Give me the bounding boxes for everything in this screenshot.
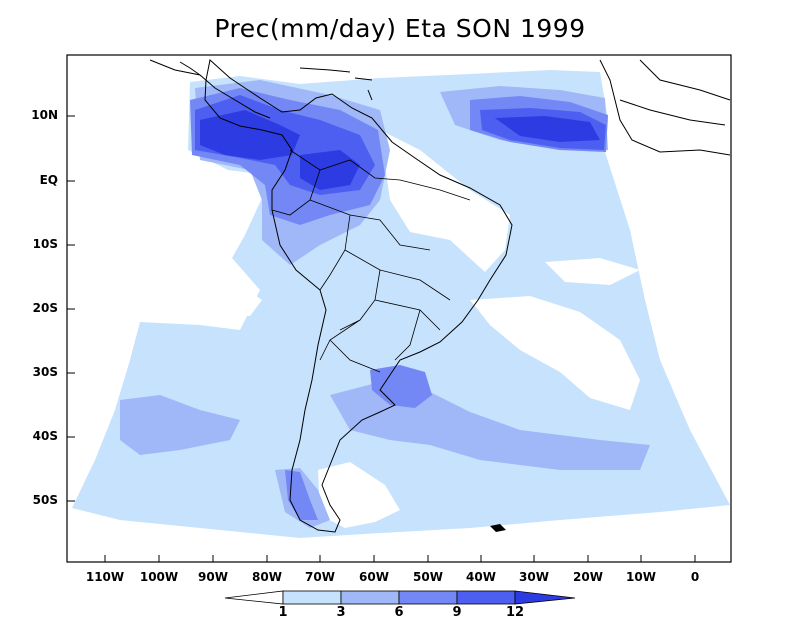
y-tick-label: 30S — [32, 365, 58, 379]
africa-coastline — [599, 59, 731, 156]
colorbar-segment-6-9 — [398, 590, 458, 605]
y-tick-label: 10S — [32, 237, 58, 251]
x-tick-label: 20W — [573, 570, 603, 584]
precip-dry-ne-brazil — [380, 130, 510, 272]
x-tick-label: 30W — [519, 570, 549, 584]
falkland-islands — [490, 524, 506, 532]
colorbar-label: 6 — [394, 605, 404, 620]
x-tick-label: 10W — [626, 570, 656, 584]
colorbar-segment-3-6 — [340, 590, 400, 605]
country-borders — [271, 149, 471, 373]
precip-level-5-north — [200, 110, 300, 160]
precip-level-5-colombia — [300, 150, 360, 190]
precip-level-3-uruguay — [370, 365, 432, 408]
x-tick-label: 50W — [413, 570, 443, 584]
colorbar — [224, 590, 576, 605]
x-tick-label: 100W — [139, 570, 179, 584]
y-tick-label: 20S — [32, 301, 58, 315]
y-tick-marks — [67, 115, 75, 502]
x-tick-label: 80W — [252, 570, 282, 584]
precip-dry-atlantic-2 — [470, 296, 640, 410]
colorbar-segment-below-1 — [224, 590, 284, 605]
precip-level-5-itcz — [495, 116, 600, 142]
x-tick-label: 110W — [85, 570, 125, 584]
colorbar-label: 9 — [452, 605, 462, 620]
south-america-coastline — [204, 59, 513, 533]
precip-dry-patagonia — [318, 462, 400, 528]
map-title: Prec(mm/day) Eta SON 1999 — [214, 14, 586, 43]
y-tick-label: 50S — [32, 493, 58, 507]
y-tick-label: 10N — [31, 108, 58, 122]
x-tick-label: 90W — [198, 570, 228, 584]
x-tick-marks — [104, 555, 696, 562]
colorbar-segment-above-12 — [514, 590, 576, 605]
caribbean-islands — [299, 67, 373, 101]
precip-dry-atlantic-1 — [545, 258, 640, 285]
x-tick-label: 0 — [690, 570, 700, 584]
colorbar-label: 3 — [336, 605, 346, 620]
x-tick-label: 40W — [466, 570, 496, 584]
central-america-outline — [149, 59, 271, 119]
colorbar-label: 1 — [278, 605, 288, 620]
y-tick-label: 40S — [32, 429, 58, 443]
colorbar-segment-1-3 — [282, 590, 342, 605]
precip-dry-pacific — [150, 284, 262, 318]
colorbar-label: 12 — [505, 605, 525, 620]
colorbar-segment-9-12 — [456, 590, 516, 605]
x-tick-label: 70W — [305, 570, 335, 584]
precip-level-2-pacific — [120, 395, 240, 455]
y-tick-label: EQ — [39, 173, 58, 187]
x-tick-label: 60W — [359, 570, 389, 584]
